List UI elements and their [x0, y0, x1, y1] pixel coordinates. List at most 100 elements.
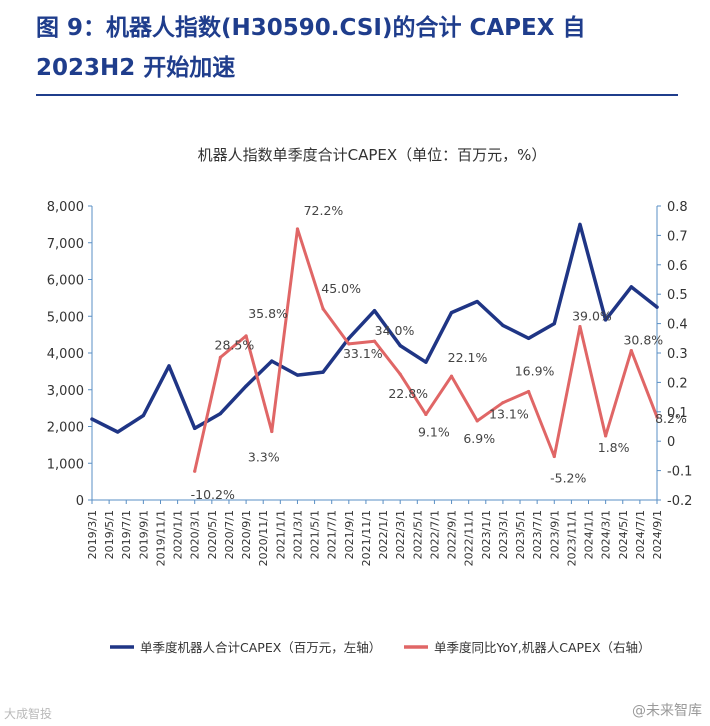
- capex-point: [655, 305, 659, 309]
- chart-legend: 单季度机器人合计CAPEX（百万元，左轴） 单季度同比YoY,机器人CAPEX（右…: [110, 640, 651, 655]
- yoy-data-label: 1.8%: [598, 440, 630, 455]
- x-tick-label: 2024/7/1: [634, 510, 647, 559]
- x-tick-label: 2019/5/1: [103, 510, 116, 559]
- capex-point: [321, 370, 325, 374]
- yoy-data-label: 3.3%: [248, 449, 280, 464]
- capex-point: [167, 364, 171, 368]
- yoy-point: [270, 429, 274, 434]
- yoy-data-label: 22.1%: [448, 350, 488, 365]
- x-tick-label: 2024/5/1: [617, 510, 630, 559]
- watermark-left: 大成智投: [4, 707, 53, 721]
- y-left-tick-label: 0: [76, 494, 84, 509]
- capex-point: [193, 426, 197, 430]
- x-tick-label: 2022/9/1: [446, 510, 459, 559]
- chart-axes: 0 1,000 2,000 3,000 4,000 5,000 6,000 7,000 8,00…: [47, 200, 693, 566]
- x-tick-label: 2020/5/1: [206, 510, 219, 559]
- x-tick-label: 2020/1/1: [172, 510, 185, 559]
- yoy-data-label: 72.2%: [304, 203, 344, 218]
- x-tick-label: 2019/9/1: [137, 510, 150, 559]
- yoy-point: [398, 372, 402, 376]
- y-left-tick-label: 7,000: [47, 237, 84, 252]
- yoy-data-label: -10.2%: [191, 487, 235, 502]
- capex-point: [526, 336, 531, 340]
- yoy-data-label: 45.0%: [321, 281, 361, 296]
- yoy-point: [321, 307, 325, 311]
- x-tick-label: 2022/5/1: [411, 510, 424, 559]
- x-tick-label: 2021/7/1: [326, 510, 339, 559]
- x-tick-label: 2020/11/1: [257, 510, 270, 566]
- title-divider: [36, 94, 678, 96]
- yoy-point: [372, 339, 377, 343]
- yoy-data-label: 30.8%: [623, 333, 663, 348]
- yoy-point: [501, 401, 505, 405]
- yoy-data-label: 9.1%: [418, 424, 450, 439]
- x-tick-label: 2023/1/1: [480, 510, 493, 559]
- y-right-tick-label: 0: [667, 435, 675, 450]
- capex-point: [90, 417, 94, 421]
- x-tick-label: 2021/1/1: [274, 510, 287, 559]
- y-left-tick-label: 5,000: [47, 310, 84, 325]
- yoy-point: [193, 469, 197, 473]
- capex-point: [372, 309, 377, 313]
- yoy-data-label: 33.1%: [343, 346, 383, 361]
- y-left-tick-label: 1,000: [47, 457, 84, 472]
- yoy-point: [578, 324, 582, 329]
- x-tick-label: 2021/3/1: [291, 510, 304, 559]
- yoy-data-label: 16.9%: [515, 364, 555, 379]
- x-tick-label: 2022/3/1: [394, 510, 407, 559]
- yoy-point: [347, 342, 351, 346]
- capex-point: [295, 373, 300, 377]
- x-tick-label: 2023/3/1: [497, 510, 510, 559]
- y-right-tick-label: -0.2: [667, 494, 692, 509]
- capex-point: [604, 318, 608, 322]
- capex-point: [475, 299, 479, 304]
- yoy-data-label: 35.8%: [248, 306, 288, 321]
- capex-point: [501, 323, 505, 328]
- chart-series: -10.2% 28.5% 35.8% 3.3% 72.2% 45.0% 33.1% 34.0%…: [90, 203, 687, 502]
- x-tick-label: 2023/11/1: [565, 510, 578, 566]
- yoy-point: [629, 349, 633, 353]
- y-left-tick-label: 2,000: [47, 421, 84, 436]
- chart-title: 机器人指数单季度合计CAPEX（单位：百万元，%）: [198, 146, 547, 164]
- capex-point: [270, 359, 274, 363]
- x-tick-label: 2023/9/1: [548, 510, 561, 559]
- y-right-tick-label: 0.5: [667, 288, 688, 303]
- y-left-tick-label: 4,000: [47, 347, 84, 362]
- capex-point: [347, 336, 351, 340]
- yoy-data-label: 22.8%: [388, 386, 428, 401]
- yoy-data-label: 13.1%: [489, 407, 529, 422]
- yoy-point: [244, 334, 248, 338]
- y-left-tick-label: 8,000: [47, 200, 84, 215]
- x-tick-label: 2024/3/1: [600, 510, 613, 559]
- x-tick-label: 2021/5/1: [309, 510, 322, 559]
- yoy-data-label: 6.9%: [463, 431, 495, 446]
- y-right-tick-label: -0.1: [667, 465, 692, 480]
- x-tick-label: 2020/3/1: [189, 510, 202, 559]
- y-right-tick-label: 0.3: [667, 347, 688, 362]
- x-tick-label: 2019/7/1: [120, 510, 133, 559]
- x-tick-label: 2020/7/1: [223, 510, 236, 559]
- yoy-point: [655, 415, 659, 419]
- yoy-data-label: 34.0%: [375, 323, 415, 338]
- capex-point: [244, 384, 248, 388]
- yoy-point: [295, 227, 300, 231]
- x-tick-label: 2024/1/1: [583, 510, 596, 559]
- y-right-tick-label: 0.6: [667, 259, 688, 274]
- watermark-right: @未来智库: [632, 703, 702, 719]
- y-right-tick-label: 0.2: [667, 376, 688, 391]
- figure-title: 图 9：机器人指数(H30590.CSI)的合计 CAPEX 自2023H2 开…: [36, 15, 586, 81]
- x-tick-label: 2023/7/1: [531, 510, 544, 559]
- yoy-point: [424, 412, 428, 417]
- yoy-data-label: 39.0%: [572, 309, 612, 324]
- y-right-tick-label: 0.7: [667, 229, 688, 244]
- x-tick-label: 2022/1/1: [377, 510, 390, 559]
- x-tick-label: 2022/11/1: [463, 510, 476, 566]
- yoy-point: [552, 454, 556, 459]
- capex-point: [578, 222, 582, 226]
- capex-point: [552, 322, 556, 326]
- yoy-data-label: 8.2%: [655, 411, 687, 426]
- yoy-data-label: 28.5%: [215, 337, 255, 352]
- legend-label: 单季度同比YoY,机器人CAPEX（右轴）: [434, 640, 651, 655]
- capex-point: [398, 344, 402, 348]
